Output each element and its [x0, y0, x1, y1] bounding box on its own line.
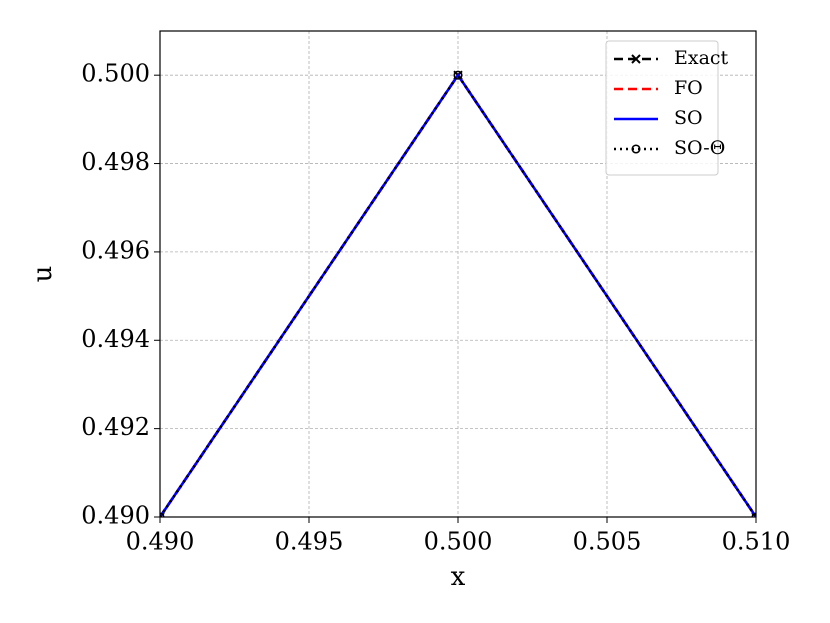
x-tick-label: 0.495 — [275, 528, 344, 556]
x-tick-label: 0.500 — [424, 528, 493, 556]
legend-label: Exact — [674, 47, 729, 69]
legend-label: SO — [674, 107, 703, 129]
ticks: 0.490 0.495 0.500 0.505 0.510 0.490 0.492 0.494… — [81, 60, 790, 556]
legend-label: SO-Θ — [674, 137, 725, 159]
legend-box — [605, 40, 719, 176]
legend-label: FO — [674, 77, 703, 99]
x-tick-label: 0.490 — [126, 528, 195, 556]
x-axis-label: x — [451, 562, 466, 592]
marker — [453, 70, 463, 80]
legend: Exact FO SO SO-Θ — [605, 40, 729, 176]
y-tick-label: 0.494 — [81, 325, 150, 353]
x-tick-label: 0.505 — [573, 528, 642, 556]
plot-lines — [160, 70, 756, 517]
series-line — [160, 72, 756, 517]
marker — [631, 144, 641, 154]
y-tick-label: 0.490 — [81, 502, 150, 530]
marker — [631, 54, 641, 64]
y-tick-label: 0.498 — [81, 148, 150, 176]
y-axis-label: u — [28, 266, 58, 283]
x-tick-label: 0.510 — [722, 528, 791, 556]
y-tick-label: 0.496 — [81, 236, 150, 264]
y-tick-label: 0.492 — [81, 413, 150, 441]
y-tick-label: 0.500 — [81, 60, 150, 88]
